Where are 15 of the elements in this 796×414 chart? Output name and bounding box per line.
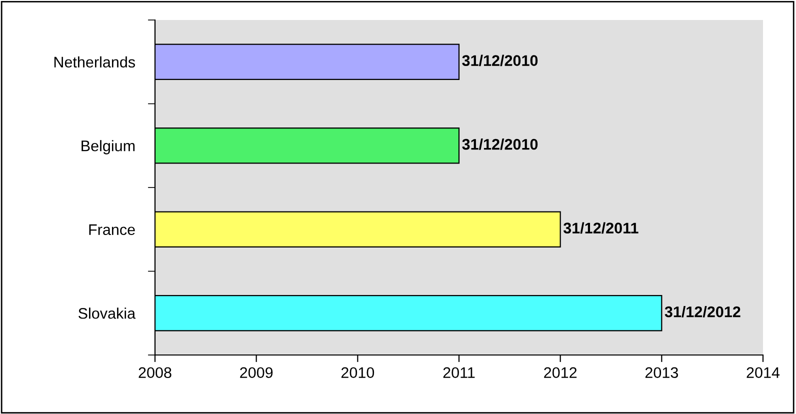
data-label: 31/12/2010 <box>462 54 538 66</box>
x-tick-label: 2012 <box>544 367 577 378</box>
x-tick-label: 2013 <box>645 367 678 378</box>
x-tick-label: 2014 <box>746 367 780 378</box>
data-label: 31/12/2010 <box>462 138 538 150</box>
y-tick-label: Slovakia <box>78 308 136 319</box>
y-tick-label: France <box>89 224 135 236</box>
data-label: 31/12/2011 <box>563 222 638 234</box>
x-tick-label: 2009 <box>240 367 273 378</box>
y-tick-label: Belgium <box>82 140 135 154</box>
x-tick-label: 2010 <box>341 367 374 378</box>
x-tick-label: 2008 <box>138 367 172 378</box>
x-tick-label: 2011 <box>443 367 475 378</box>
data-label: 31/12/2012 <box>664 306 740 318</box>
y-tick-label: Netherlands <box>54 56 136 68</box>
